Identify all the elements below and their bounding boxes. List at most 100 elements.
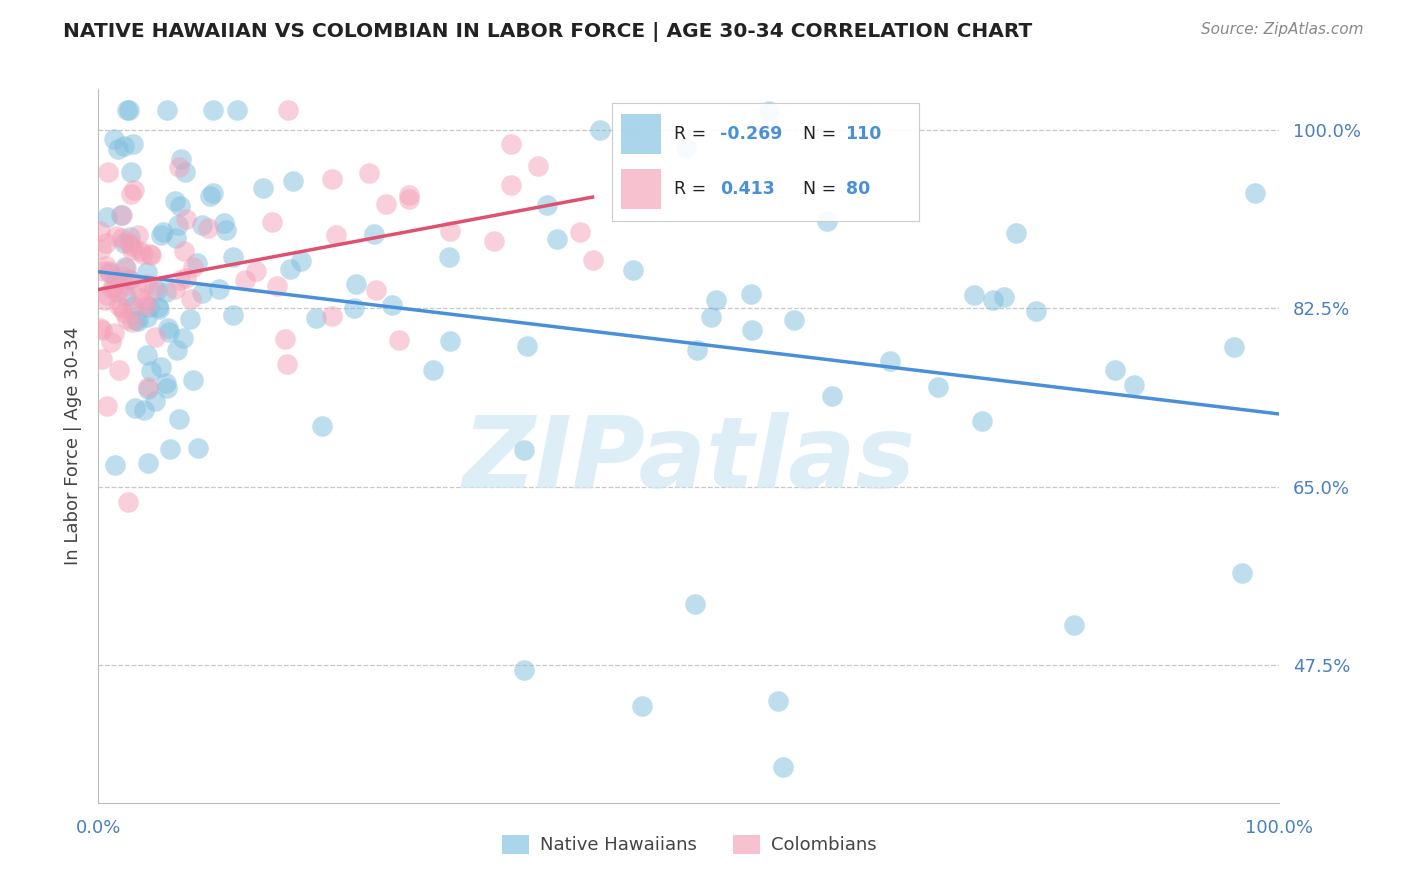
Point bbox=[740, 286, 762, 301]
Point bbox=[122, 299, 145, 313]
Point bbox=[142, 282, 165, 296]
Point bbox=[145, 283, 167, 297]
Point bbox=[139, 364, 162, 378]
Point bbox=[1123, 378, 1146, 392]
Point bbox=[176, 212, 198, 227]
Point bbox=[104, 272, 127, 286]
Point bbox=[135, 298, 157, 312]
Point bbox=[155, 285, 177, 299]
Point bbox=[97, 165, 120, 179]
Point bbox=[266, 279, 288, 293]
Point bbox=[166, 343, 188, 357]
Point bbox=[202, 186, 225, 200]
Point bbox=[114, 260, 136, 275]
Point bbox=[200, 189, 222, 203]
Point bbox=[512, 663, 534, 677]
Point bbox=[120, 165, 142, 179]
Point bbox=[388, 333, 411, 347]
Point bbox=[311, 418, 333, 433]
Point bbox=[136, 382, 159, 396]
Point bbox=[103, 132, 125, 146]
Point bbox=[122, 183, 145, 197]
Point bbox=[121, 238, 143, 252]
Point bbox=[115, 311, 138, 326]
Point bbox=[700, 310, 723, 324]
Point bbox=[172, 331, 194, 345]
Point bbox=[363, 227, 385, 241]
Point bbox=[422, 363, 444, 377]
Point bbox=[138, 380, 160, 394]
Point bbox=[169, 199, 191, 213]
Point bbox=[439, 334, 461, 348]
Point bbox=[132, 403, 155, 417]
Point bbox=[993, 290, 1015, 304]
Point bbox=[107, 142, 129, 156]
Text: ZIPatlas: ZIPatlas bbox=[463, 412, 915, 508]
Point bbox=[683, 597, 706, 611]
Point bbox=[201, 103, 224, 117]
Point bbox=[981, 293, 1004, 307]
Point bbox=[245, 264, 267, 278]
Point bbox=[90, 242, 112, 256]
Point bbox=[93, 293, 115, 307]
Legend: Native Hawaiians, Colombians: Native Hawaiians, Colombians bbox=[495, 828, 883, 862]
Point bbox=[226, 103, 249, 117]
Point bbox=[233, 273, 256, 287]
Point bbox=[1063, 618, 1085, 632]
Point bbox=[783, 313, 806, 327]
Point bbox=[1244, 186, 1267, 201]
Point bbox=[91, 264, 114, 278]
Point bbox=[129, 244, 152, 258]
Point bbox=[136, 348, 159, 362]
Point bbox=[513, 442, 536, 457]
Point bbox=[96, 399, 118, 413]
Point bbox=[167, 218, 190, 232]
Text: NATIVE HAWAIIAN VS COLOMBIAN IN LABOR FORCE | AGE 30-34 CORRELATION CHART: NATIVE HAWAIIAN VS COLOMBIAN IN LABOR FO… bbox=[63, 22, 1032, 42]
Point bbox=[222, 308, 245, 322]
Point bbox=[112, 235, 135, 250]
Point bbox=[131, 247, 153, 261]
Point bbox=[125, 313, 148, 327]
Point bbox=[163, 194, 186, 208]
Point bbox=[375, 197, 398, 211]
Point bbox=[98, 264, 121, 278]
Point bbox=[821, 389, 844, 403]
Point bbox=[120, 186, 142, 201]
Point bbox=[89, 224, 111, 238]
Point bbox=[118, 273, 141, 287]
Point bbox=[181, 260, 204, 274]
Point bbox=[212, 216, 235, 230]
Point bbox=[114, 260, 136, 274]
Point bbox=[118, 235, 141, 250]
Point bbox=[157, 325, 180, 339]
Point bbox=[159, 442, 181, 457]
Point bbox=[155, 103, 177, 117]
Point bbox=[439, 250, 461, 264]
Point bbox=[139, 247, 162, 261]
Point bbox=[121, 315, 143, 329]
Point bbox=[879, 354, 901, 368]
Point bbox=[398, 192, 420, 206]
Point bbox=[686, 343, 709, 357]
Point bbox=[165, 231, 187, 245]
Point bbox=[96, 235, 118, 250]
Point bbox=[569, 225, 592, 239]
Point bbox=[120, 229, 142, 244]
Point bbox=[163, 282, 186, 296]
Point bbox=[190, 218, 212, 232]
Point bbox=[398, 188, 420, 202]
Point bbox=[621, 262, 644, 277]
Point bbox=[112, 304, 135, 318]
Point bbox=[139, 248, 162, 262]
Point bbox=[111, 207, 134, 221]
Point bbox=[108, 363, 131, 377]
Point bbox=[260, 215, 283, 229]
Point bbox=[772, 760, 794, 774]
Point bbox=[186, 255, 208, 269]
Point bbox=[305, 310, 328, 325]
Point bbox=[589, 122, 612, 136]
Point bbox=[741, 323, 763, 337]
Point bbox=[343, 301, 366, 315]
Point bbox=[321, 309, 343, 323]
Point bbox=[152, 225, 174, 239]
